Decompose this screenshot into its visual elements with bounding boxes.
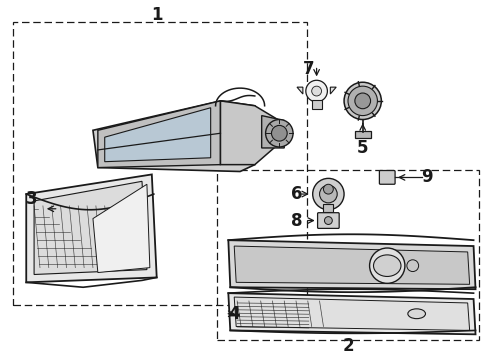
Circle shape [312, 86, 321, 96]
Bar [312, 100, 321, 109]
Text: 3: 3 [26, 190, 38, 208]
FancyBboxPatch shape [379, 171, 395, 184]
Polygon shape [98, 101, 220, 167]
Polygon shape [93, 101, 255, 171]
Text: 4: 4 [228, 305, 240, 323]
Polygon shape [262, 116, 284, 148]
Ellipse shape [373, 255, 401, 276]
Text: 7: 7 [303, 60, 315, 78]
Polygon shape [105, 108, 211, 162]
Circle shape [324, 217, 332, 225]
Polygon shape [228, 240, 475, 289]
Text: 9: 9 [420, 168, 432, 186]
Polygon shape [234, 246, 469, 284]
Circle shape [266, 120, 293, 147]
Circle shape [323, 184, 333, 194]
Bar [217, 170, 479, 340]
Text: 8: 8 [291, 212, 303, 230]
Circle shape [407, 260, 418, 271]
Bar [13, 22, 307, 305]
Circle shape [369, 248, 405, 283]
Text: 5: 5 [357, 139, 368, 157]
Polygon shape [220, 101, 279, 165]
Polygon shape [297, 87, 303, 94]
Text: 2: 2 [342, 337, 354, 355]
Circle shape [313, 178, 344, 210]
Bar [355, 131, 370, 138]
Circle shape [348, 86, 377, 116]
Text: 6: 6 [291, 185, 303, 203]
Polygon shape [330, 87, 336, 94]
Ellipse shape [408, 309, 425, 319]
Bar [323, 204, 333, 212]
Polygon shape [93, 184, 150, 273]
Polygon shape [26, 175, 157, 282]
Polygon shape [234, 297, 469, 330]
Circle shape [355, 93, 370, 109]
Text: 1: 1 [151, 5, 163, 23]
Polygon shape [34, 181, 147, 275]
Polygon shape [228, 293, 475, 334]
Ellipse shape [344, 82, 381, 120]
Circle shape [271, 125, 287, 141]
Circle shape [306, 80, 327, 102]
FancyBboxPatch shape [318, 213, 339, 228]
Circle shape [319, 185, 337, 203]
